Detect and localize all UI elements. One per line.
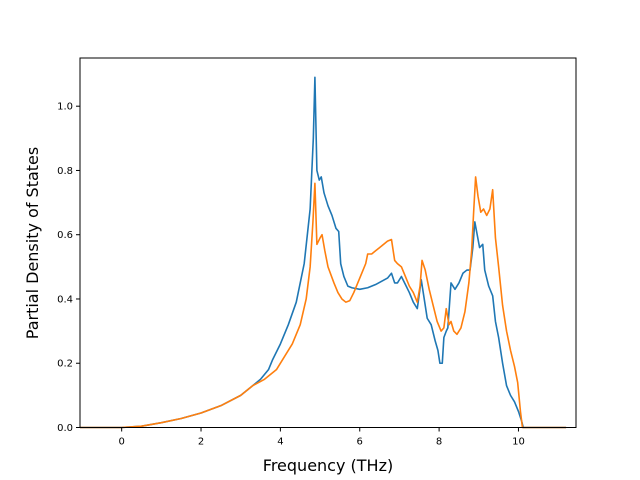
x-tick-label: 6: [357, 437, 363, 448]
y-tick-label: 0.0: [57, 423, 73, 434]
ticks: 0 2 4 6 8 10 0.0 0.2 0.4 0.6 0.8 1.0: [57, 102, 525, 448]
y-tick-label: 0.8: [57, 166, 73, 177]
x-tick-label: 2: [198, 437, 204, 448]
x-tick-label: 0: [118, 437, 124, 448]
series-line-2: [80, 176, 567, 429]
x-tick-label: 4: [277, 437, 283, 448]
plot-frame: [79, 57, 577, 428]
y-tick-label: 0.6: [57, 230, 73, 241]
series-line-1: [80, 76, 567, 429]
y-tick-label: 0.4: [57, 294, 73, 305]
y-tick-label: 1.0: [57, 102, 73, 113]
plot-area: [80, 76, 567, 429]
x-axis-label: Frequency (THz): [263, 456, 393, 475]
x-tick-label: 8: [436, 437, 442, 448]
y-tick-label: 0.2: [57, 359, 73, 370]
x-tick-label: 10: [512, 437, 525, 448]
y-axis-label: Partial Density of States: [23, 147, 42, 339]
